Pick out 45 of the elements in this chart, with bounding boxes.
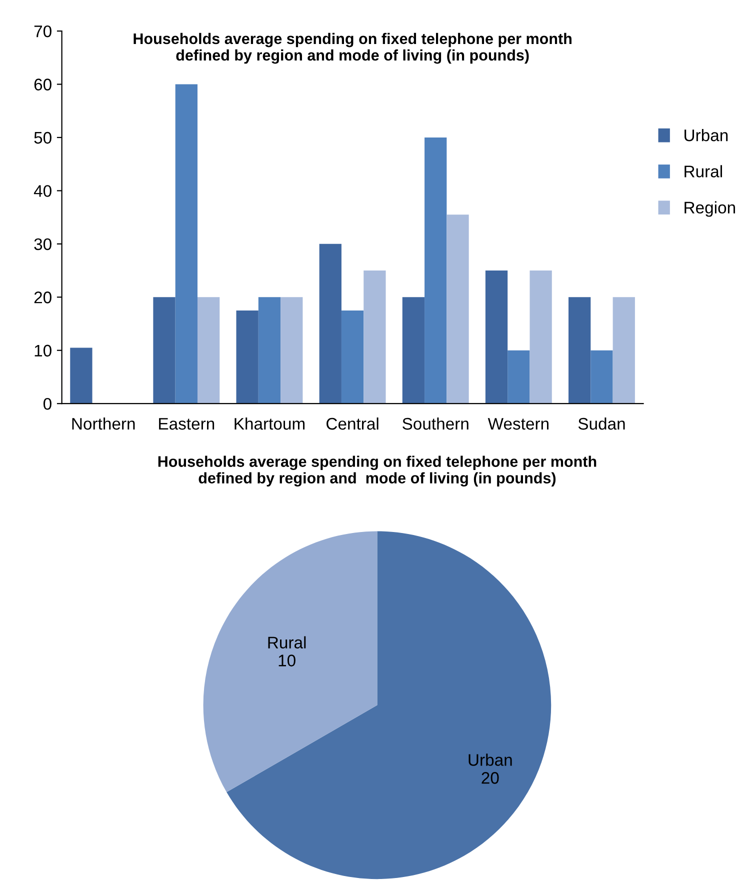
pie-slice bbox=[203, 531, 378, 792]
bar bbox=[258, 297, 281, 404]
legend-label: Region bbox=[684, 201, 735, 217]
bar bbox=[364, 270, 386, 404]
slice-label: Urban bbox=[468, 754, 512, 766]
y-tick-label: 60 bbox=[34, 78, 52, 90]
bar bbox=[612, 297, 635, 404]
bar bbox=[424, 137, 447, 404]
bar bbox=[446, 214, 469, 404]
bar bbox=[197, 297, 220, 404]
x-tick-label: Southern bbox=[402, 417, 468, 430]
x-tick-label: Northern bbox=[72, 417, 135, 430]
legend-label: Urban bbox=[684, 129, 728, 142]
y-tick-label: 20 bbox=[34, 292, 52, 304]
text: Households average spending on fixed telephone per month defined by region and mode of living (in pounds) bbox=[134, 32, 572, 64]
chart-title: Households average spending on fixed telephone per month defined by region and mode of living (in pounds) bbox=[158, 456, 596, 487]
bar bbox=[70, 348, 92, 404]
bar bbox=[280, 297, 303, 404]
bar bbox=[341, 310, 364, 404]
bar bbox=[402, 297, 425, 404]
y-tick-label: 30 bbox=[34, 238, 52, 250]
y-tick-label: 10 bbox=[34, 344, 52, 357]
y-tick-label: 0 bbox=[43, 398, 52, 410]
bar bbox=[508, 350, 530, 404]
data-label: 20 bbox=[482, 772, 499, 784]
bar bbox=[236, 310, 258, 404]
bar bbox=[153, 297, 176, 404]
bar bbox=[175, 84, 198, 404]
x-tick-label: Eastern bbox=[159, 418, 214, 430]
data-label: 10 bbox=[278, 654, 296, 666]
x-tick-label: Central bbox=[326, 417, 378, 430]
bar bbox=[485, 270, 508, 404]
legend-label: Rural bbox=[684, 165, 722, 178]
y-tick-label: 40 bbox=[34, 185, 52, 197]
y-tick-label: 70 bbox=[34, 25, 52, 38]
y-tick-label: 50 bbox=[34, 132, 52, 144]
x-tick-label: Sudan bbox=[578, 417, 625, 430]
x-tick-label: Western bbox=[488, 418, 548, 430]
x-tick-label: Khartoum bbox=[234, 417, 305, 430]
bar bbox=[568, 297, 591, 404]
bar bbox=[319, 244, 342, 404]
pie-slice bbox=[226, 531, 552, 880]
bar bbox=[530, 270, 552, 404]
bar bbox=[590, 350, 613, 404]
slice-label: Rural bbox=[268, 636, 306, 648]
